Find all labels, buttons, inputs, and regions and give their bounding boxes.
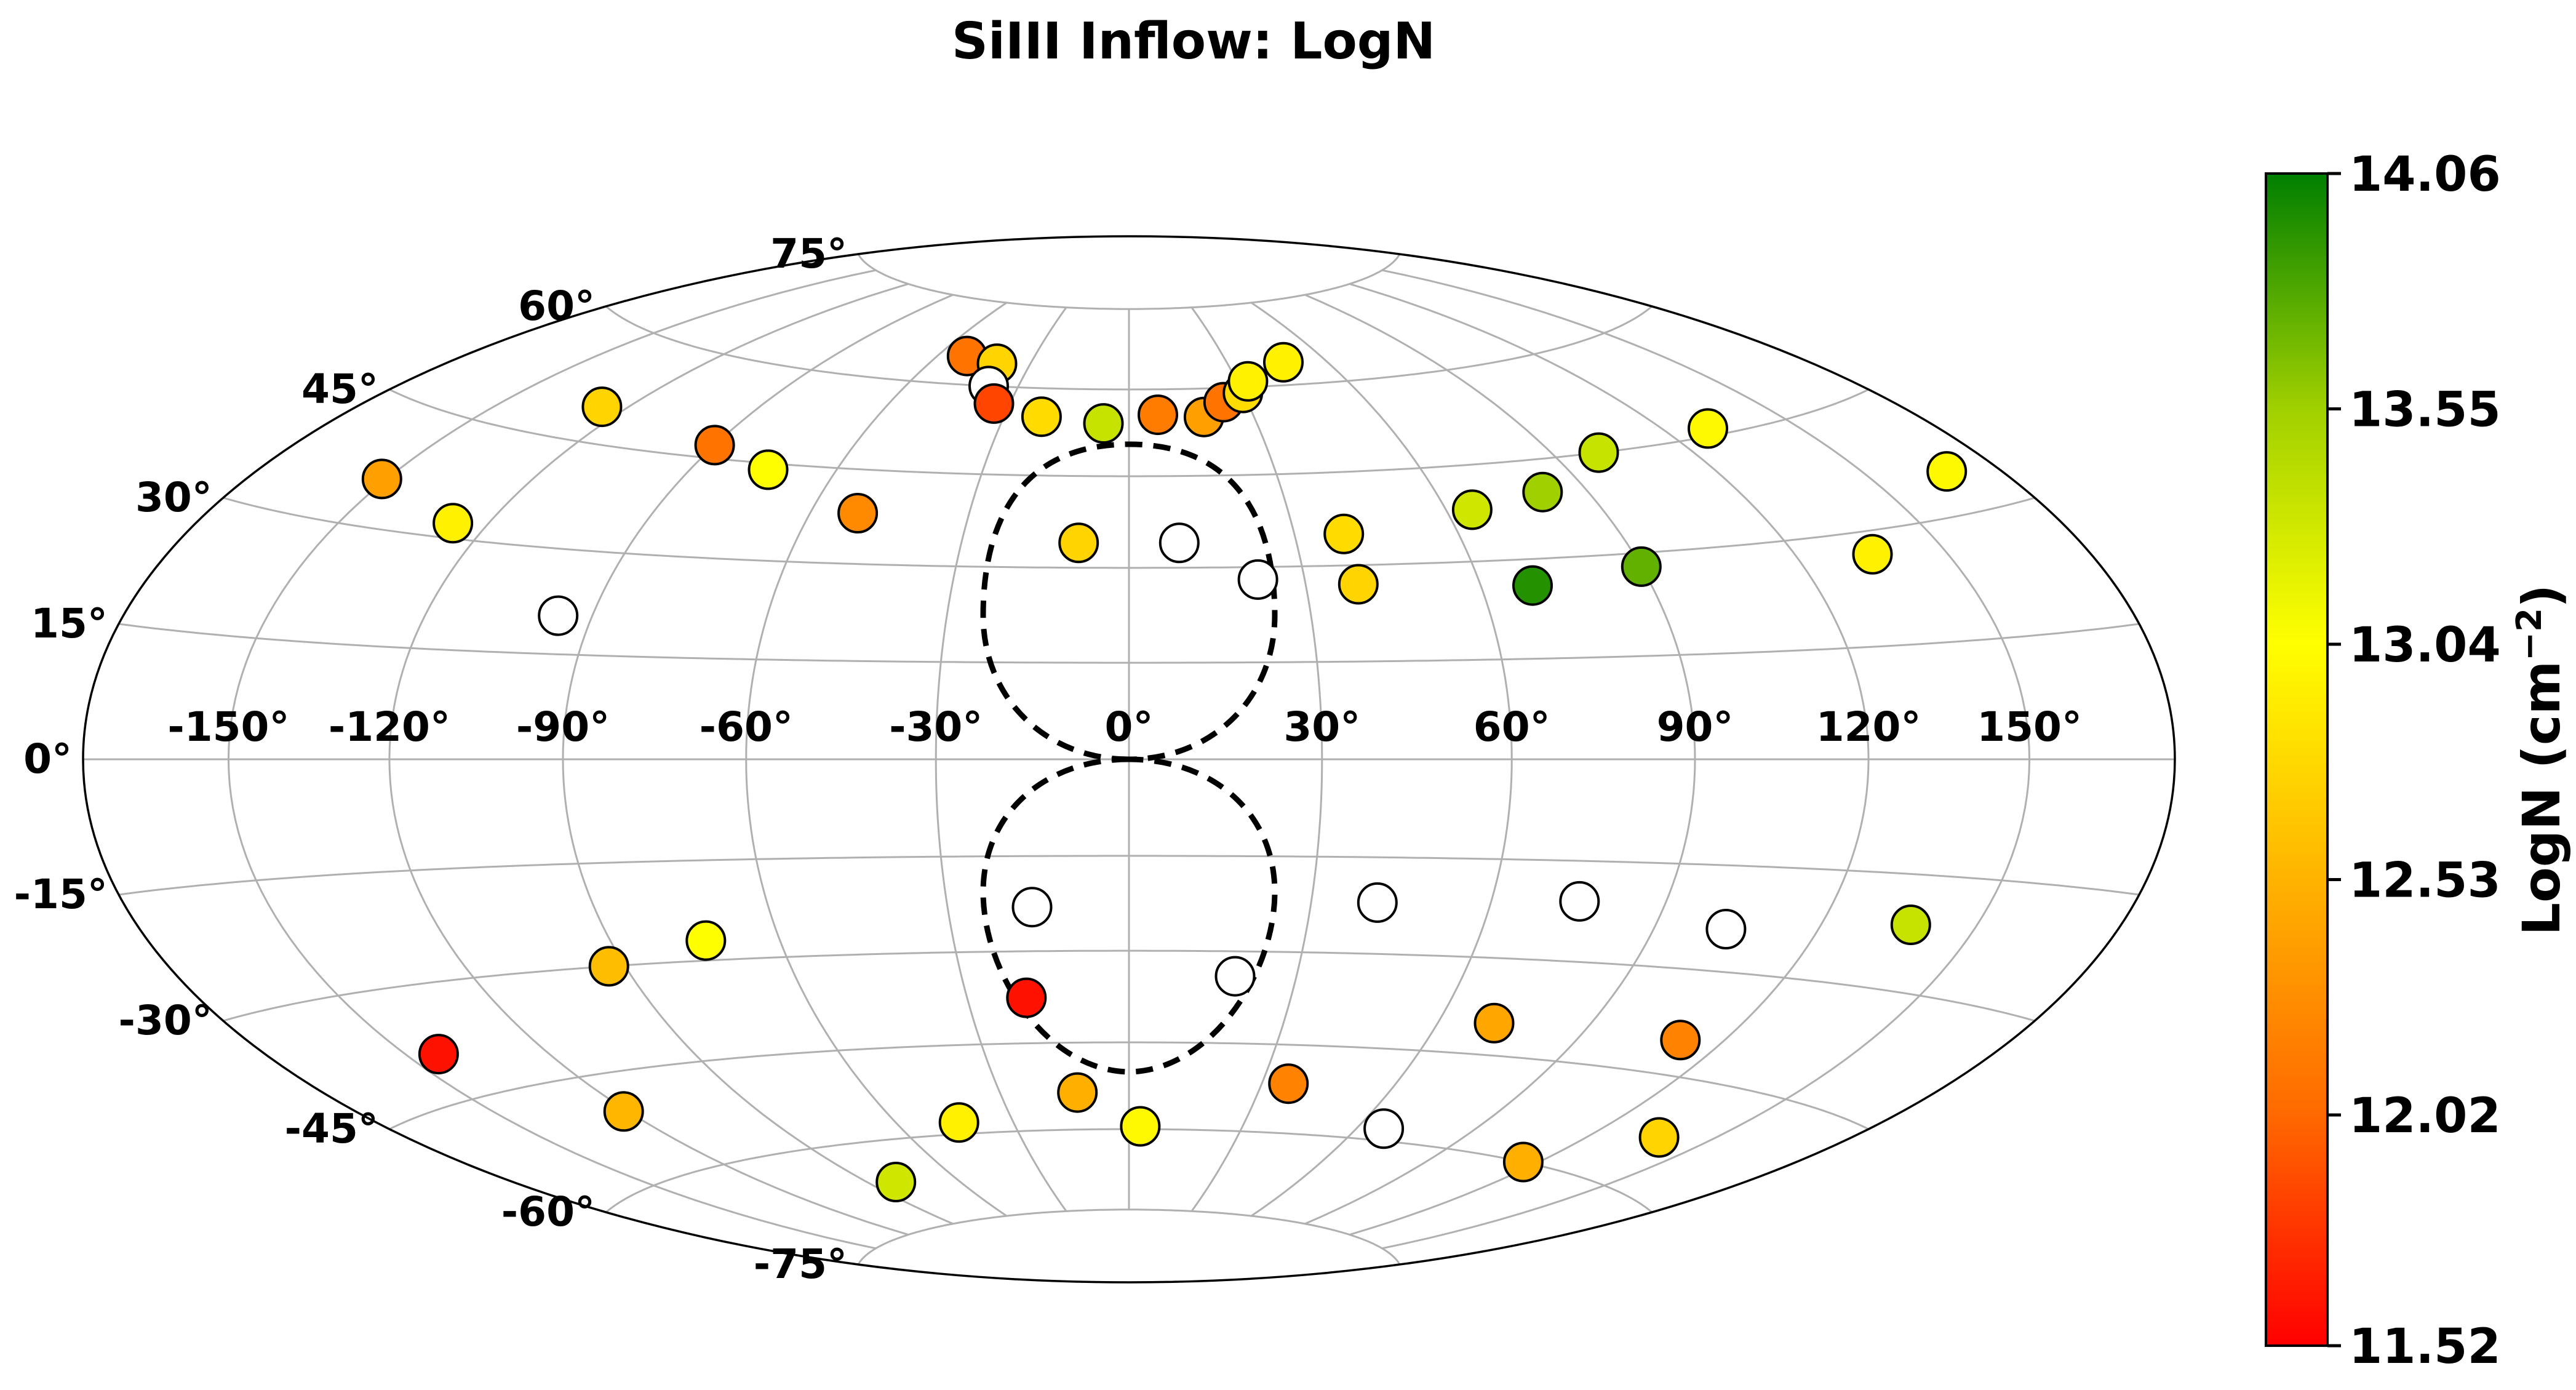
sightline-marker: [603, 1091, 644, 1132]
longitude-tick-label: 0°: [1105, 703, 1154, 751]
sightline-marker: [1263, 342, 1304, 383]
latitude-tick-label: -45°: [285, 1105, 378, 1152]
sightline-marker-nondetection: [1158, 522, 1200, 564]
longitude-tick-label: 60°: [1473, 703, 1550, 751]
sightline-marker: [1083, 403, 1124, 444]
sightline-marker: [1338, 564, 1379, 605]
longitude-tick-label: -60°: [700, 703, 793, 751]
colorbar-tick-label: 13.55: [2349, 383, 2501, 438]
map-boundary: [82, 235, 2176, 1284]
sky-map: -150° -120° -90° -60° -30° 0° 30° 60° 90° 120° 150…: [14, 230, 2176, 1288]
colorbar-tick-label: 14.06: [2349, 147, 2501, 202]
sightline-marker: [1852, 533, 1893, 575]
longitude-tick-label: -120°: [329, 703, 450, 751]
sightline-marker: [875, 1162, 917, 1202]
sightline-marker: [361, 458, 402, 500]
sightline-marker: [1006, 977, 1047, 1018]
sightline-marker: [581, 386, 623, 428]
sightline-marker: [1578, 432, 1619, 473]
chart-title: SiIII Inflow: LogN: [952, 12, 1435, 71]
colorbar-label: LogN (cm−2): [2510, 585, 2572, 936]
sightline-marker: [1502, 1141, 1544, 1183]
colorbar-gradient: [2265, 172, 2329, 1347]
sightline-marker: [1660, 1020, 1701, 1061]
sightline-marker: [837, 493, 879, 533]
latitude-tick-label: -15°: [14, 871, 108, 918]
latitude-tick-label: 45°: [301, 365, 378, 413]
sightline-marker: [685, 920, 727, 961]
latitude-tick-label: 30°: [135, 474, 212, 521]
colorbar-tick-label: 11.52: [2349, 1319, 2501, 1375]
sightline-marker: [1621, 546, 1662, 587]
sightline-marker: [1323, 513, 1365, 554]
sightline-marker: [433, 503, 474, 544]
sightline-marker: [1227, 361, 1269, 402]
sightline-marker: [418, 1034, 459, 1075]
colorbar-tick-label: 12.02: [2349, 1088, 2501, 1144]
colorbar-ticks: 14.06 13.55 13.04 12.53 12.02 11.52: [2327, 147, 2501, 1375]
longitude-tick-label: -30°: [889, 703, 983, 751]
longitude-tick-label: 90°: [1657, 703, 1734, 751]
map-ellipse: [82, 235, 2176, 1284]
sightline-marker-nondetection: [1011, 887, 1053, 928]
latitude-tick-label: -60°: [501, 1188, 595, 1236]
longitude-tick-label: -90°: [516, 703, 610, 751]
sightline-marker: [1138, 394, 1178, 436]
sightline-marker: [1473, 1002, 1515, 1044]
sightline-marker: [1120, 1106, 1161, 1147]
latitude-tick-label: 60°: [518, 282, 595, 330]
sightline-marker: [1268, 1063, 1309, 1104]
sightline-marker-nondetection: [1214, 956, 1256, 997]
sightline-marker-nondetection: [538, 595, 579, 636]
sightline-marker: [694, 425, 735, 466]
sightline-marker: [1522, 471, 1563, 513]
latitude-tick-label: -30°: [119, 997, 212, 1044]
sightline-marker: [973, 383, 1015, 424]
colorbar: 14.06 13.55 13.04 12.53 12.02 11.52 LogN (cm−…: [2265, 147, 2572, 1375]
colorbar-tick-label: 13.04: [2349, 618, 2501, 673]
sightline-marker: [588, 946, 629, 987]
sightline-marker: [1057, 1072, 1098, 1113]
latitude-tick-labels: 75° 60° 45° 30° 15° 0° -15° -30° -45° -60° -75°: [14, 230, 847, 1288]
sightline-marker-nondetection: [1237, 559, 1278, 600]
longitude-tick-label: -150°: [167, 703, 289, 751]
bubble-lobe: [980, 756, 1278, 1075]
sightline-marker-nondetection: [1559, 881, 1600, 922]
sightline-marker: [1926, 451, 1968, 492]
sightline-marker: [1890, 905, 1931, 945]
sightline-marker: [1638, 1117, 1680, 1158]
sightline-marker: [1451, 489, 1493, 530]
colorbar-tick-label: 12.53: [2349, 853, 2501, 909]
sightline-marker: [938, 1102, 979, 1143]
sightline-markers: [361, 335, 1968, 1202]
sightline-marker: [1688, 408, 1728, 449]
sightline-marker-nondetection: [1357, 882, 1398, 923]
sightline-marker-nondetection: [1705, 909, 1747, 949]
sightline-marker: [1058, 522, 1099, 564]
latitude-tick-label: 0°: [23, 735, 72, 783]
sightline-marker: [1021, 396, 1062, 437]
sightline-marker: [1512, 565, 1553, 606]
sightline-marker: [748, 449, 789, 490]
latitude-tick-label: 75°: [770, 230, 847, 278]
longitude-tick-label: 120°: [1816, 703, 1921, 751]
sightline-marker-nondetection: [1363, 1108, 1405, 1149]
latitude-tick-label: 15°: [31, 600, 108, 647]
longitude-tick-label: 150°: [1977, 703, 2082, 751]
latitude-tick-label: -75°: [754, 1240, 847, 1288]
longitude-tick-label: 30°: [1283, 703, 1360, 751]
bubble-lobe: [980, 441, 1278, 762]
fermi-bubble-outline: [980, 441, 1278, 1075]
longitude-tick-labels: -150° -120° -90° -60° -30° 0° 30° 60° 90° 120° 150…: [167, 703, 2082, 751]
